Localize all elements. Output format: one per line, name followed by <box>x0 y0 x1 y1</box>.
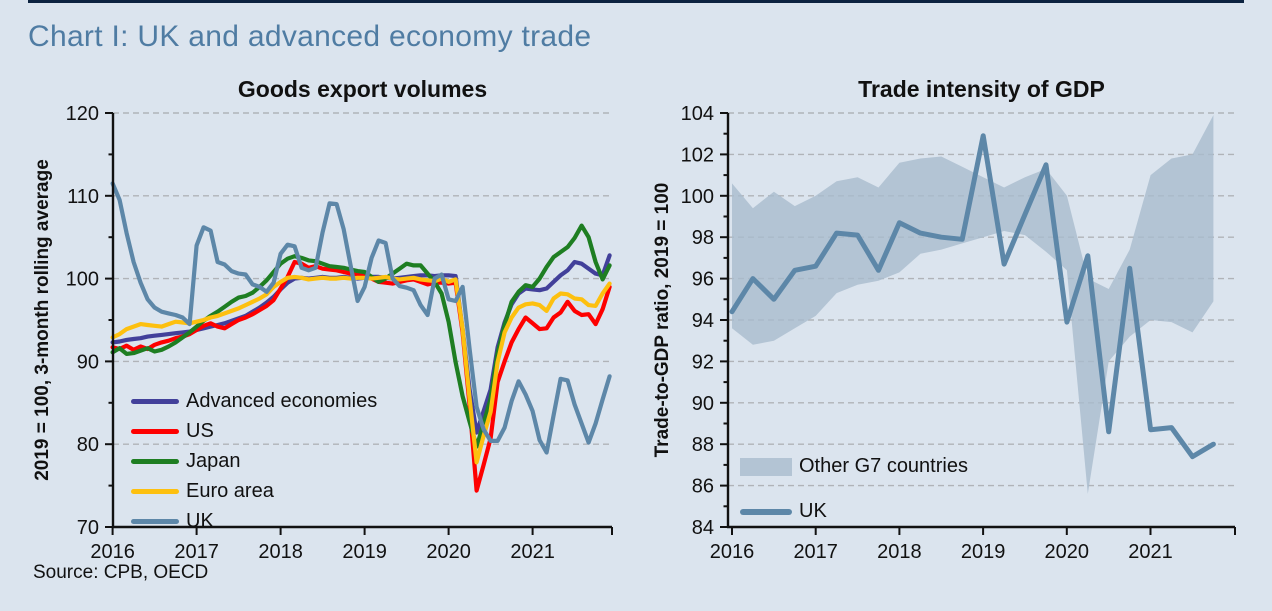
legend-swatch-advanced-economies <box>131 398 179 404</box>
chart-title-trade-intensity: Trade intensity of GDP <box>858 76 1105 102</box>
y-tick-label: 98 <box>692 227 714 249</box>
y-tick-label: 96 <box>692 269 714 291</box>
band-other-g7-range <box>732 115 1214 494</box>
legend-item-japan: Japan <box>131 446 377 476</box>
x-tick-label: 2020 <box>426 541 471 563</box>
line-uk <box>110 181 612 455</box>
legend-label-uk-right: UK <box>799 500 827 522</box>
legend-swatch-uk <box>131 518 179 524</box>
y-tick-label: 110 <box>67 186 99 208</box>
legend-item-uk: UK <box>131 506 377 536</box>
legend-goods-exports: Advanced economies US Japan Euro area UK <box>131 386 377 536</box>
legend-item-other-g7: Other G7 countries <box>740 444 968 489</box>
y-tick-label: 90 <box>77 351 99 373</box>
y-axis-label-right: Trade-to-GDP ratio, 2019 = 100 <box>652 182 673 458</box>
legend-label-japan: Japan <box>186 449 241 472</box>
y-tick-label: 104 <box>681 103 714 125</box>
y-tick-label: 88 <box>692 434 714 456</box>
x-tick-label: 2018 <box>877 541 922 563</box>
x-tick-label: 2019 <box>961 541 1006 563</box>
legend-swatch-euro-area <box>131 488 179 494</box>
legend-label-other-g7: Other G7 countries <box>799 455 968 477</box>
y-tick-label: 80 <box>77 434 99 456</box>
legend-item-advanced-economies: Advanced economies <box>131 386 377 416</box>
x-tick-label: 2018 <box>258 541 303 563</box>
chart-title-goods-export-volumes: Goods export volumes <box>237 76 488 102</box>
legend-swatch-uk-line <box>740 508 792 515</box>
legend-label-uk: UK <box>186 509 214 532</box>
legend-label-us: US <box>186 419 214 442</box>
x-tick-label: 2017 <box>793 541 838 563</box>
line-us <box>110 259 612 493</box>
x-tick-label: 2020 <box>1045 541 1090 563</box>
y-tick-label: 94 <box>692 310 714 332</box>
legend-label-euro-area: Euro area <box>186 479 274 502</box>
y-tick-label: 100 <box>681 186 714 208</box>
legend-trade-intensity: Other G7 countries UK <box>740 444 968 534</box>
legend-item-us: US <box>131 416 377 446</box>
y-tick-label: 100 <box>66 269 99 291</box>
x-tick-label: 2016 <box>710 541 755 563</box>
x-tick-label: 2016 <box>90 541 135 563</box>
legend-swatch-other-g7-band <box>740 457 792 476</box>
y-tick-label: 84 <box>692 517 714 539</box>
top-rule-divider <box>28 0 1244 3</box>
y-tick-label: 102 <box>681 144 714 166</box>
line-euro-area <box>110 274 612 465</box>
y-tick-label: 70 <box>77 517 99 539</box>
y-tick-label: 120 <box>66 103 99 125</box>
legend-item-uk-right: UK <box>740 489 968 534</box>
legend-swatch-us <box>131 428 179 434</box>
x-tick-label: 2021 <box>1128 541 1173 563</box>
x-tick-label: 2019 <box>342 541 387 563</box>
legend-label-advanced-economies: Advanced economies <box>186 389 378 412</box>
y-tick-label: 90 <box>692 393 714 415</box>
legend-swatch-japan <box>131 458 179 464</box>
line-uk <box>729 133 1216 460</box>
y-tick-label: 86 <box>692 476 714 498</box>
y-axis-label-left: 2019 = 100, 3-month rolling average <box>32 159 53 481</box>
source-note: Source: CPB, OECD <box>33 562 209 583</box>
y-tick-label: 92 <box>692 351 714 373</box>
x-tick-label: 2017 <box>174 541 219 563</box>
x-tick-label: 2021 <box>510 541 555 563</box>
page-title: Chart I: UK and advanced economy trade <box>28 20 592 53</box>
legend-item-euro-area: Euro area <box>131 476 377 506</box>
line-japan <box>110 223 612 449</box>
